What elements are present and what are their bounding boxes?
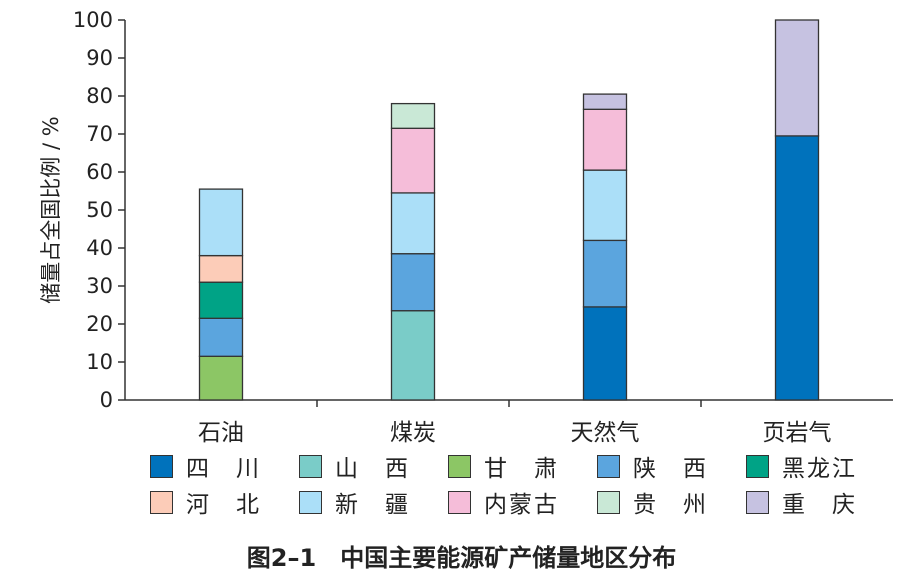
y-tick-label: 0: [100, 388, 113, 412]
legend-label: 内蒙古: [484, 492, 559, 518]
legend-swatch: [746, 454, 769, 478]
y-tick-label: 40: [86, 236, 113, 260]
legend-label: 贵 州: [633, 492, 708, 518]
legend-label: 四 川: [186, 456, 261, 482]
bars: [198, 19, 820, 401]
bar-segment: [198, 355, 244, 401]
bar-segment: [390, 253, 436, 312]
legend-item: 重 庆: [746, 488, 857, 518]
legend-item: 山 西: [299, 452, 410, 482]
y-axis: 0 10 20 30 40 50 60 70 80 90 100: [73, 8, 126, 412]
bar-segment: [582, 93, 628, 110]
y-tick-label: 90: [86, 46, 113, 70]
legend-item: 四 川: [150, 452, 261, 482]
y-tick-label: 30: [86, 274, 113, 298]
legend-swatch: [746, 490, 769, 514]
bar-segment: [198, 281, 244, 319]
category-label: 煤炭: [390, 420, 436, 446]
legend-swatch: [448, 454, 471, 478]
bar-segment: [582, 306, 628, 401]
x-axis: 石油 煤炭 天然气 页岩气: [125, 399, 893, 446]
y-tick-label: 100: [73, 8, 113, 32]
y-tick-label: 20: [86, 312, 113, 336]
figure-caption: 图2–1 中国主要能源矿产储量地区分布: [246, 544, 677, 572]
legend-label: 新 疆: [335, 492, 410, 518]
y-tick-label: 80: [86, 84, 113, 108]
category-label: 页岩气: [763, 420, 832, 446]
legend-label: 河 北: [186, 492, 261, 518]
bar-segment: [582, 108, 628, 171]
legend-swatch: [299, 490, 322, 514]
legend-label: 甘 肃: [484, 456, 559, 482]
stacked-bar-chart: 0 10 20 30 40 50 60 70 80 90 100 石油 煤炭 天然气 页岩气 储量占全国比…: [39, 8, 893, 446]
legend-swatch: [150, 454, 173, 478]
bar-segment: [198, 254, 244, 283]
legend-swatch: [597, 490, 620, 514]
bar-segment: [390, 310, 436, 401]
legend-swatch: [597, 454, 620, 478]
bar-segment: [582, 169, 628, 242]
legend-item: 内蒙古: [448, 488, 559, 518]
bar-segment: [774, 135, 820, 401]
legend-label: 黑龙江: [782, 456, 857, 482]
legend-label: 山 西: [335, 456, 410, 482]
category-label: 石油: [198, 420, 244, 446]
legend-item: 河 北: [150, 488, 261, 518]
legend-item: 贵 州: [597, 488, 708, 518]
legend-label: 陕 西: [633, 456, 708, 482]
bar-segment: [774, 19, 820, 137]
category-label: 天然气: [571, 420, 640, 446]
legend-item: 陕 西: [597, 452, 708, 482]
legend-label: 重 庆: [782, 492, 857, 518]
y-tick-label: 50: [86, 198, 113, 222]
y-tick-label: 60: [86, 160, 113, 184]
bar-segment: [390, 192, 436, 255]
legend-item: 新 疆: [299, 488, 410, 518]
bar-segment: [198, 317, 244, 357]
bar-segment: [198, 188, 244, 257]
legend-swatch: [448, 490, 471, 514]
bar-segment: [582, 239, 628, 308]
legend-swatch: [299, 454, 322, 478]
bar-segment: [390, 127, 436, 194]
bar-segment: [390, 102, 436, 129]
legend-item: 黑龙江: [746, 452, 857, 482]
y-tick-label: 70: [86, 122, 113, 146]
y-tick-label: 10: [86, 350, 113, 374]
y-axis-label: 储量占全国比例 / %: [39, 116, 63, 303]
legend-swatch: [150, 490, 173, 514]
legend-item: 甘 肃: [448, 452, 559, 482]
